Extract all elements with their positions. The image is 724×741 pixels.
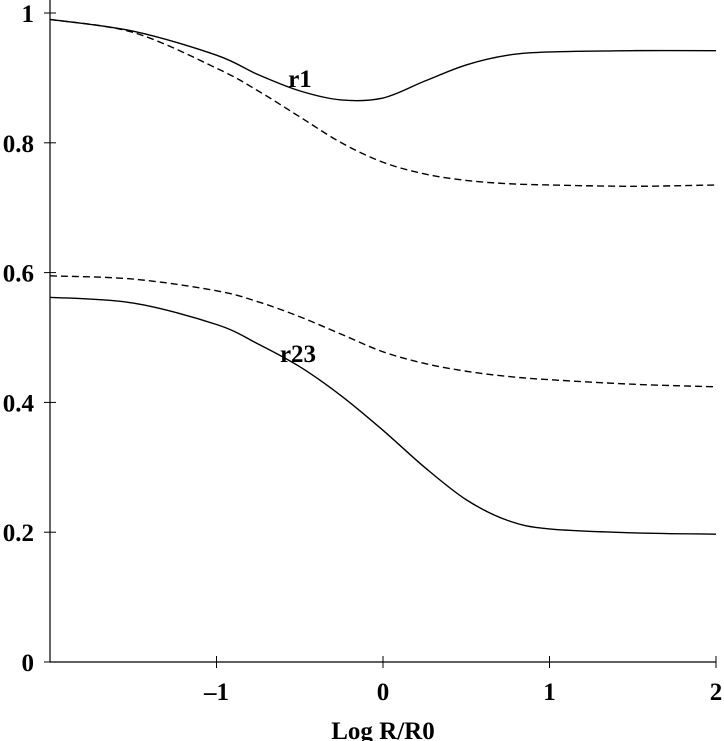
y-tick-label: 0.6 [3, 261, 34, 288]
x-tick-label: 2 [710, 679, 723, 706]
line-series [49, 18, 717, 102]
annotation: r23 [280, 341, 316, 368]
x-tick-label: 0 [377, 679, 390, 706]
x-tick-label: –1 [203, 679, 229, 706]
annotation: r1 [288, 66, 312, 93]
x-axis-label: Log R/R0 [331, 718, 434, 741]
line-series [49, 296, 717, 535]
y-tick-label: 0.8 [3, 131, 34, 158]
line-series [49, 275, 717, 388]
x-tick-label: 1 [543, 679, 556, 706]
y-tick-label: 0.4 [3, 390, 35, 417]
y-tick-label: 1 [22, 1, 35, 28]
y-tick-label: 0 [22, 650, 35, 677]
line-series [49, 18, 717, 187]
y-tick-label: 0.2 [3, 520, 34, 547]
